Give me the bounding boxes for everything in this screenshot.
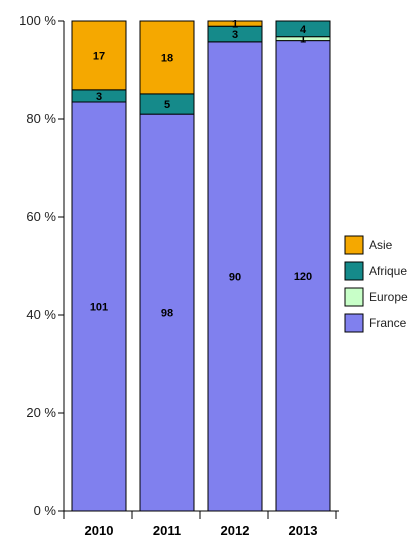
legend-swatch <box>344 235 364 255</box>
bar-segment <box>207 41 263 512</box>
legend-item: France <box>344 313 407 333</box>
x-category-label: 2011 <box>153 523 181 538</box>
y-tick-label: 60 % <box>26 209 56 224</box>
bar-data-label: 98 <box>161 308 173 320</box>
bar-data-label: 120 <box>294 271 312 283</box>
bar-data-label: 1 <box>232 19 238 31</box>
y-tick-label: 0 % <box>34 503 57 518</box>
bar-data-label: 1 <box>300 34 306 46</box>
legend-label: Europe <box>369 290 408 304</box>
legend-label: France <box>369 316 407 330</box>
bar-segment <box>139 20 195 95</box>
y-axis: 0 % 20 % 40 % 60 % 80 % 100 % <box>19 13 65 518</box>
bar-data-label: 4 <box>300 24 307 36</box>
x-category-label: 2013 <box>289 523 318 538</box>
x-category-label: 2010 <box>85 523 114 538</box>
x-axis: 2010 2011 2012 2013 <box>63 510 339 538</box>
legend-item: Afrique <box>344 261 407 281</box>
bar-stack: 120 14 <box>275 20 331 512</box>
legend-swatch <box>344 287 364 307</box>
legend-swatch <box>344 313 364 333</box>
bar-segment <box>139 113 195 512</box>
bar-segment <box>71 20 127 91</box>
bar-data-label: 3 <box>96 91 102 103</box>
bar-data-label: 90 <box>229 271 241 283</box>
bar-segment <box>275 40 331 512</box>
bar-stack: 90 31 <box>207 19 263 512</box>
bar-data-label: 3 <box>232 29 238 41</box>
bar-stack: 98 5 18 <box>139 20 195 512</box>
legend-label: Asie <box>369 238 393 252</box>
bar-data-label: 101 <box>90 301 108 313</box>
legend-item: Europe <box>344 287 408 307</box>
bar-data-label: 18 <box>161 52 173 64</box>
y-tick-label: 20 % <box>26 405 56 420</box>
y-tick-label: 80 % <box>26 111 56 126</box>
bar-segment <box>207 20 263 27</box>
bar-segment <box>71 101 127 512</box>
legend-swatch <box>344 261 364 281</box>
legend-item: Asie <box>344 235 393 255</box>
bar-data-label: 17 <box>93 50 105 62</box>
y-tick-label: 40 % <box>26 307 56 322</box>
legend-label: Afrique <box>369 264 407 278</box>
x-category-label: 2012 <box>221 523 250 538</box>
bar-stack: 101 3 17 <box>71 20 127 512</box>
y-tick-label: 100 % <box>19 13 56 28</box>
bar-segment <box>275 20 331 38</box>
bar-data-label: 5 <box>164 99 170 111</box>
legend: Asie Afrique Europe France <box>344 235 408 333</box>
